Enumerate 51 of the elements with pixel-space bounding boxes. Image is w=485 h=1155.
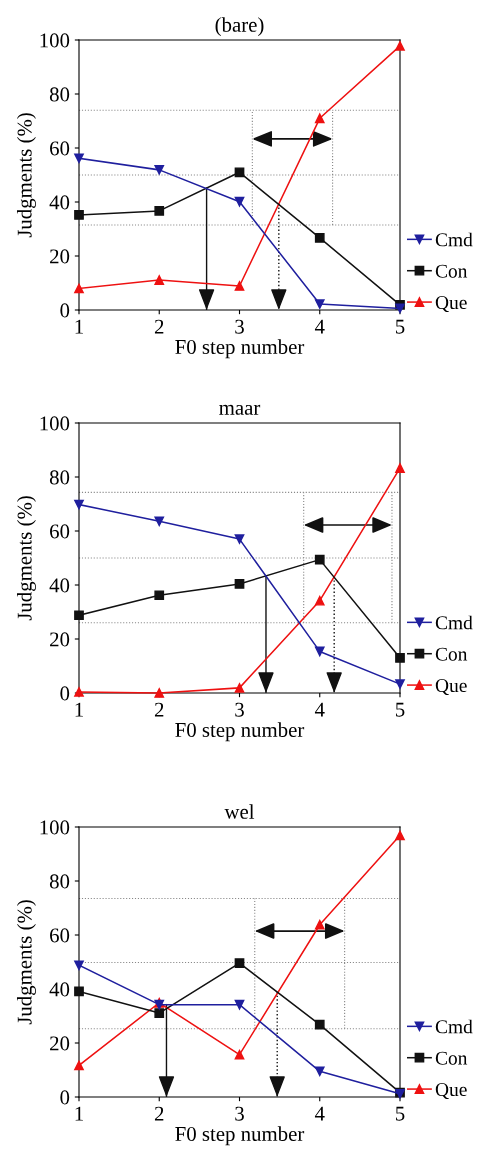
y-tick-label: 20 xyxy=(50,1036,70,1051)
y-tick-label: 0 xyxy=(60,1090,70,1105)
y-tick-label: 100 xyxy=(40,416,70,431)
y-tick-label: 60 xyxy=(50,141,70,156)
chart-title: wel xyxy=(224,804,255,819)
y-tick-label: 80 xyxy=(49,87,70,102)
y-tick-label: 60 xyxy=(50,928,70,943)
x-tick-label: 4 xyxy=(314,702,325,717)
legend-label: Con xyxy=(435,1051,468,1065)
y-tick-label: 40 xyxy=(49,982,70,997)
y-tick-label: 80 xyxy=(49,874,70,889)
y-tick-label: 20 xyxy=(50,632,70,647)
y-tick-label: 40 xyxy=(49,195,70,210)
y-tick-label: 20 xyxy=(50,249,70,264)
x-tick-label: 5 xyxy=(396,319,405,334)
legend-label: Que xyxy=(435,1083,467,1100)
legend-label: Con xyxy=(435,647,468,661)
x-tick-label: 5 xyxy=(396,1106,405,1121)
y-tick-label: 60 xyxy=(50,524,70,539)
x-tick-label: 1 xyxy=(75,319,83,334)
legend-label: Con xyxy=(435,264,468,278)
x-tick-label: 2 xyxy=(154,319,164,334)
y-axis-title: Judgments (%) xyxy=(16,900,36,1025)
legend-label: Cmd xyxy=(435,1019,473,1034)
x-tick-label: 2 xyxy=(154,1106,164,1121)
x-tick-label: 3 xyxy=(235,702,244,717)
chart-title: (bare) xyxy=(215,17,264,37)
legend-label: Que xyxy=(435,679,467,696)
x-tick-label: 5 xyxy=(396,702,405,717)
chart-title: maar xyxy=(219,404,261,415)
x-tick-label: 1 xyxy=(75,702,83,717)
x-tick-label: 4 xyxy=(314,319,325,334)
x-axis-title: F0 step number xyxy=(175,1126,305,1146)
x-tick-label: 3 xyxy=(235,1106,244,1121)
x-axis-title: F0 step number xyxy=(175,339,305,359)
y-tick-label: 100 xyxy=(40,820,70,835)
y-tick-label: 100 xyxy=(40,33,70,48)
y-tick-label: 0 xyxy=(60,686,70,701)
x-tick-label: 4 xyxy=(314,1106,325,1121)
y-axis-title: Judgments (%) xyxy=(16,113,36,238)
y-tick-label: 40 xyxy=(49,578,70,593)
y-axis-title: Judgments (%) xyxy=(16,496,36,621)
legend-label: Cmd xyxy=(435,615,473,630)
x-axis-title: F0 step number xyxy=(175,722,305,742)
legend-label: Que xyxy=(435,296,467,313)
y-tick-label: 80 xyxy=(49,470,70,485)
legend-label: Cmd xyxy=(435,232,473,247)
x-tick-label: 3 xyxy=(235,319,244,334)
y-tick-label: 0 xyxy=(60,303,70,318)
x-tick-label: 1 xyxy=(75,1106,83,1121)
x-tick-label: 2 xyxy=(154,702,164,717)
